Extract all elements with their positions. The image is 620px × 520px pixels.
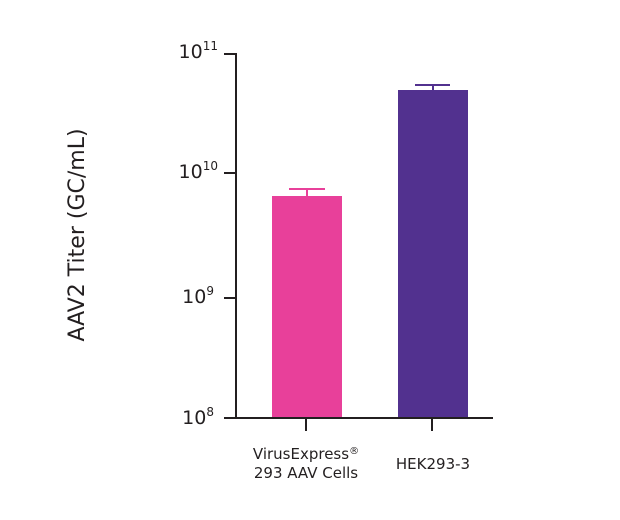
bar-virusexpress — [272, 196, 342, 417]
y-tick-label: 1011 — [178, 39, 218, 63]
y-tick-label: 1010 — [178, 159, 218, 183]
x-category-label: HEK293-3 — [395, 455, 471, 473]
x-category-label: VirusExpress® 293 AAV Cells — [252, 445, 360, 482]
y-tick-label: 108 — [182, 405, 214, 429]
bar-hek293 — [398, 90, 468, 417]
y-tick-label: 109 — [182, 284, 214, 308]
